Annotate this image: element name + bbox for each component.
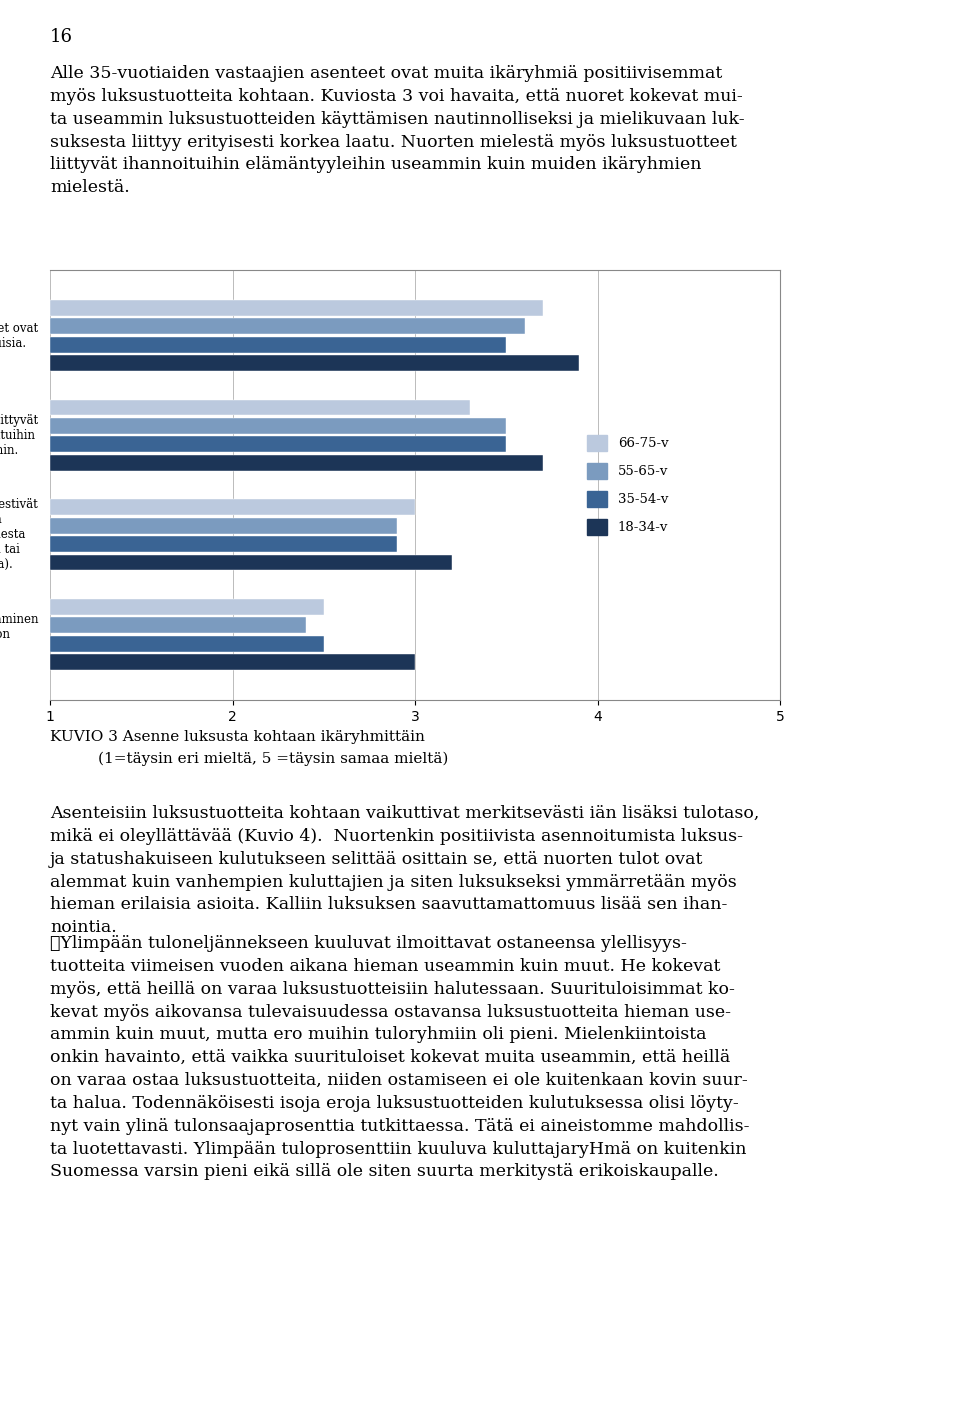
Text: KUVIO 3 Asenne luksusta kohtaan ikäryhmittäin: KUVIO 3 Asenne luksusta kohtaan ikäryhmi… [50, 731, 425, 743]
Bar [50, 617, 305, 633]
Bar [50, 654, 415, 670]
Bar [50, 337, 506, 353]
Text: 16: 16 [50, 28, 73, 45]
Bar [50, 399, 469, 415]
Bar [50, 518, 396, 534]
Bar [50, 599, 324, 615]
Bar [50, 455, 542, 470]
Legend: 66-75-v, 55-65-v, 35-54-v, 18-34-v: 66-75-v, 55-65-v, 35-54-v, 18-34-v [582, 429, 674, 541]
Bar [50, 500, 415, 515]
Bar [50, 436, 506, 452]
Bar [50, 319, 524, 334]
Text: (1=täysin eri mieltä, 5 =täysin samaa mieltä): (1=täysin eri mieltä, 5 =täysin samaa mi… [98, 752, 448, 766]
Bar [50, 300, 542, 316]
Bar [50, 537, 396, 552]
Bar [50, 418, 506, 433]
Bar [50, 555, 451, 571]
Bar [50, 636, 324, 651]
Text: Alle 35-vuotiaiden vastaajien asenteet ovat muita ikäryhmiä positiivisemmat
myös: Alle 35-vuotiaiden vastaajien asenteet o… [50, 65, 745, 197]
Text: Ylimpään tuloneljännekseen kuuluvat ilmoittavat ostaneensa ylellisyys-
tuotteita: Ylimpään tuloneljännekseen kuuluvat ilmo… [50, 935, 750, 1181]
Text: Asenteisiin luksustuotteita kohtaan vaikuttivat merkitsevästi iän lisäksi tulota: Asenteisiin luksustuotteita kohtaan vaik… [50, 806, 759, 936]
Bar [50, 355, 579, 371]
